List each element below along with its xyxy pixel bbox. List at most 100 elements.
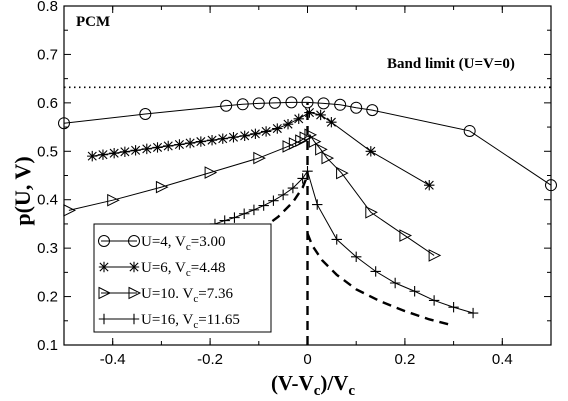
legend-marker [128, 235, 140, 247]
legend-label: U=6, Vc=4.48 [141, 260, 225, 279]
legend-entry-4: U=16, Vc=11.65 [98, 312, 240, 331]
y-tick-label: 0.6 [37, 95, 58, 112]
legend-entry-2: U=6, Vc=4.48 [98, 260, 225, 279]
series-4-point [467, 307, 479, 319]
series-2-point [260, 126, 272, 137]
x-tick-label: 0.4 [492, 351, 513, 368]
series-2-point [282, 118, 294, 130]
legend-label-main: U=6, V [141, 260, 186, 276]
series-2-point [119, 146, 131, 157]
y-tick-label: 0.3 [37, 240, 58, 257]
x-axis-label-sub2: c [348, 383, 355, 399]
series-4-point [370, 266, 381, 277]
series-2 [87, 107, 435, 191]
series-2-point [97, 149, 109, 160]
legend-marker [98, 235, 110, 247]
series-2-point [424, 179, 435, 191]
series-4-point [258, 200, 269, 211]
series-4-point [302, 165, 313, 177]
series-2-point [130, 145, 141, 156]
series-2-point [141, 143, 152, 155]
series-2-point [365, 146, 377, 157]
series-2-point [315, 109, 326, 121]
legend-marker [98, 286, 112, 300]
legend-label-sub: c [186, 267, 191, 279]
reference-curve-2 [306, 233, 454, 327]
legend-label-main: U=4, V [141, 234, 186, 250]
series-4-point [351, 251, 362, 263]
series-1-point [350, 101, 363, 114]
legend-label-tail: =4.48 [191, 260, 226, 276]
series-1-point [301, 96, 314, 109]
x-tick-label: -0.2 [197, 351, 223, 368]
y-axis-label: p(U, V) [10, 156, 35, 225]
panel-label: PCM [76, 14, 110, 30]
series-3-point [204, 166, 218, 179]
axis-ticks: -0.4 -0.2 0 0.2 0.4 0.1 0.2 0.3 0.4 0.5 0.6 0.7 0.8 [37, 0, 552, 368]
series-3 [63, 128, 442, 262]
x-axis-label-main: (V-V [271, 371, 314, 395]
series-4-point [428, 295, 440, 306]
series-3-point [428, 249, 442, 262]
series-1-point [139, 107, 152, 120]
legend-entry-3: U=10. Vc=7.36 [98, 286, 233, 305]
legend: U=4, Vc=3.00U=6, Vc=4.48U=10. Vc=7.36U=1… [93, 223, 272, 333]
y-tick-label: 0.4 [37, 192, 58, 209]
series-2-point [304, 107, 315, 118]
series-4-point [238, 208, 250, 219]
legend-label-sub: c [193, 293, 198, 305]
series-2-point [184, 137, 196, 149]
x-tick-label: 0 [303, 351, 311, 368]
reference-curve-1 [209, 175, 309, 264]
x-tick-label: 0.2 [394, 351, 415, 368]
series-2-point [250, 128, 261, 140]
series-4-point [277, 189, 289, 201]
legend-label: U=4, Vc=3.00 [141, 234, 225, 253]
series-2-point [174, 139, 185, 150]
x-axis-label: (V-Vc)/Vc [271, 371, 355, 399]
series-1-point [252, 97, 265, 110]
legend-marker [98, 313, 110, 325]
series-2-point [272, 123, 283, 134]
legend-marker [128, 261, 140, 273]
legend-label-tail: =11.65 [198, 312, 240, 328]
x-axis-label-tail: )/V [320, 371, 348, 395]
series-4-point [268, 195, 279, 206]
y-tick-label: 0.7 [37, 46, 58, 63]
series-1-point [236, 98, 249, 111]
series-1-point [334, 98, 347, 111]
series-3-point [107, 193, 120, 207]
legend-entries: U=4, Vc=3.00U=6, Vc=4.48U=10. Vc=7.36U=1… [98, 234, 240, 331]
series-2-point [228, 132, 239, 143]
series-1-point [366, 104, 379, 117]
series-2-point [217, 133, 228, 144]
series-1-line [63, 101, 552, 186]
legend-label-main: U=16, V [141, 312, 194, 328]
y-tick-label: 0.5 [37, 143, 58, 160]
legend-box [93, 223, 272, 333]
series-4-point [248, 204, 260, 216]
x-axis-label-sub: c [314, 383, 321, 399]
series-2-point [326, 117, 337, 128]
series-4-point [229, 212, 240, 223]
legend-label: U=10. Vc=7.36 [141, 286, 233, 305]
series-3-point [365, 205, 378, 219]
series-4-point [448, 302, 459, 313]
legend-marker [98, 261, 110, 273]
series-2-point [87, 150, 98, 162]
series-3-point [315, 143, 328, 156]
x-tick-label: -0.4 [100, 351, 126, 368]
series-4-point [287, 182, 299, 194]
legend-label: U=16, Vc=11.65 [141, 312, 240, 331]
legend-entry-1: U=4, Vc=3.00 [98, 234, 225, 253]
legend-marker [128, 286, 142, 300]
series-3-point [321, 151, 335, 165]
series-3-point [155, 180, 169, 194]
series-1-point [220, 99, 233, 112]
series-3-point [308, 135, 322, 148]
series-1-point [285, 96, 298, 109]
series-4-point [297, 173, 308, 184]
legend-label-tail: =7.36 [198, 286, 233, 302]
series-3-point [399, 229, 413, 242]
